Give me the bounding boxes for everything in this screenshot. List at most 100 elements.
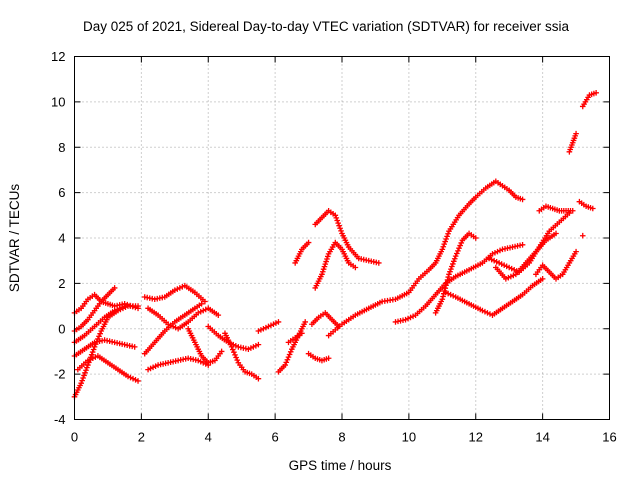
data-point — [218, 348, 225, 355]
data-point — [89, 349, 96, 355]
data-point — [131, 344, 138, 350]
data-point — [455, 248, 461, 254]
series-arc-08 — [141, 300, 205, 357]
data-point — [472, 235, 479, 241]
series-arc-21 — [309, 310, 342, 330]
x-axis-label: GPS time / hours — [289, 458, 392, 473]
series-arc-16 — [285, 330, 305, 346]
x-tick-label: 8 — [338, 430, 345, 445]
data-point — [305, 239, 312, 246]
data-point — [443, 279, 450, 286]
data-point — [82, 370, 88, 376]
series-arc-22 — [325, 178, 526, 339]
series-arc-29 — [536, 203, 576, 214]
data-point — [352, 264, 359, 271]
data-point — [458, 240, 465, 246]
data-point — [285, 354, 292, 360]
x-tick-labels: 0 2 4 6 8 10 12 14 16 — [71, 430, 617, 445]
data-point — [573, 248, 579, 255]
data-point — [79, 377, 85, 384]
x-tick-label: 4 — [205, 430, 212, 445]
series-arc-15 — [275, 319, 309, 375]
data-point — [338, 228, 344, 234]
data-point — [375, 260, 382, 266]
data-point — [444, 233, 450, 240]
x-tick-label: 16 — [602, 430, 616, 445]
data-point — [454, 250, 460, 257]
data-point — [324, 256, 330, 262]
data-point — [90, 346, 97, 353]
data-point — [457, 242, 463, 249]
series-arc-02 — [71, 285, 118, 334]
y-tick-label: -4 — [54, 412, 66, 427]
data-point — [319, 268, 326, 275]
data-point — [96, 333, 102, 340]
data-point — [440, 243, 447, 250]
y-tick-label: -2 — [54, 367, 66, 382]
data-point — [447, 268, 453, 275]
series-arc-24 — [432, 230, 479, 316]
data-point — [445, 274, 452, 280]
data-point — [443, 282, 449, 289]
data-point — [336, 222, 342, 229]
data-point — [228, 344, 235, 350]
data-point — [299, 330, 305, 337]
series-arc-04 — [71, 337, 138, 359]
data-point — [286, 351, 293, 358]
series-arc-07 — [141, 282, 208, 305]
data-point — [519, 196, 526, 203]
data-points — [71, 90, 599, 400]
series-arc-19 — [312, 239, 359, 291]
series-arc-09 — [145, 305, 222, 332]
chart-title: Day 025 of 2021, Sidereal Day-to-day VTE… — [83, 19, 569, 34]
data-point — [441, 241, 448, 247]
data-point — [111, 285, 118, 291]
series-arc-14 — [255, 319, 282, 334]
data-point — [121, 303, 128, 309]
series-arc-27 — [486, 210, 573, 275]
plot-frame — [74, 56, 610, 420]
data-point — [80, 375, 86, 381]
y-tick-labels: -4 -2 0 2 4 6 8 10 12 — [51, 49, 65, 427]
data-point — [302, 319, 309, 325]
data-point — [231, 349, 237, 355]
y-tick-label: 2 — [58, 276, 65, 291]
data-point — [88, 351, 95, 358]
data-point — [335, 220, 341, 226]
data-point — [135, 378, 141, 384]
data-point — [275, 319, 282, 325]
series-arc-32 — [576, 198, 596, 212]
data-point — [81, 372, 87, 379]
data-point — [589, 205, 596, 212]
x-tick-label: 14 — [535, 430, 549, 445]
series-arc-18 — [312, 207, 382, 266]
data-point — [198, 300, 205, 307]
y-tick-label: 10 — [51, 94, 65, 109]
data-point — [337, 225, 343, 232]
data-point — [255, 375, 262, 382]
y-tick-label: 6 — [58, 185, 65, 200]
data-point — [135, 303, 141, 309]
data-point — [442, 238, 448, 245]
data-point — [325, 355, 332, 362]
data-point — [445, 230, 451, 237]
data-point — [451, 255, 458, 262]
data-point — [452, 253, 459, 259]
data-point — [84, 364, 90, 371]
data-point — [202, 298, 208, 305]
series-arc-28 — [533, 248, 579, 282]
data-point — [323, 258, 329, 265]
series-arc-30 — [566, 130, 579, 155]
data-point — [439, 246, 446, 253]
data-point — [332, 212, 339, 219]
data-point — [287, 349, 294, 355]
grid-lines — [74, 56, 610, 420]
data-point — [449, 263, 455, 270]
data-point — [440, 293, 446, 300]
series-arc-05 — [75, 353, 141, 384]
data-point — [322, 261, 329, 267]
data-point — [439, 296, 446, 303]
series-arc-10 — [145, 355, 212, 373]
series-arc-33 — [579, 232, 586, 239]
